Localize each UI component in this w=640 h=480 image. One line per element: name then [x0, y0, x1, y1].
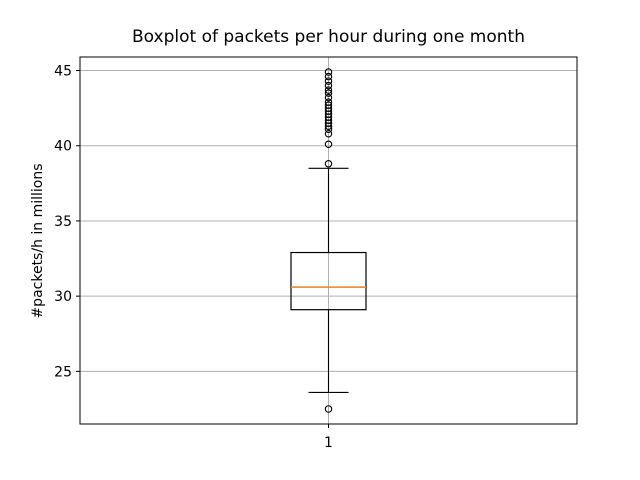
boxplot-box [290, 251, 367, 311]
outlier-point [324, 86, 333, 94]
outlier-point [324, 93, 333, 102]
outlier-point [324, 89, 333, 97]
y-tick-label: 40 [54, 139, 72, 155]
outlier-point [324, 72, 333, 81]
y-tick-label: 25 [54, 364, 72, 380]
y-tick-label: 45 [54, 64, 72, 80]
y-tick-label: 30 [54, 289, 72, 305]
outlier-point [324, 81, 333, 90]
chart-title: Boxplot of packets per hour during one m… [131, 27, 525, 47]
outlier-point [324, 160, 333, 168]
outlier-point [324, 77, 333, 85]
outlier-point [324, 140, 333, 148]
outlier-point [324, 101, 333, 109]
outlier-point [324, 129, 333, 138]
y-tick-label: 35 [54, 214, 72, 230]
outlier-point [324, 405, 333, 413]
outlier-point [324, 68, 333, 76]
outlier-point [324, 98, 333, 106]
x-tick-label: 1 [324, 435, 333, 451]
